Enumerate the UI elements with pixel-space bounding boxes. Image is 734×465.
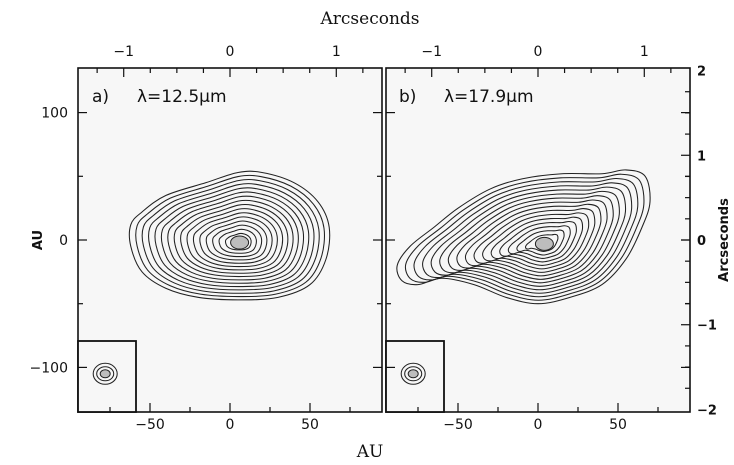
beam-contour (407, 369, 419, 379)
y2-tick-label: 1 (697, 149, 706, 164)
x2-tick-label: 0 (534, 44, 543, 60)
contour-level (160, 191, 305, 284)
contour-level (396, 169, 651, 305)
beam-contour (92, 362, 118, 385)
contour-level (192, 212, 278, 268)
top-axis-title: Arcseconds (319, 9, 419, 29)
contour-level (413, 177, 639, 298)
right-axis-title: Arcseconds (717, 198, 732, 282)
contour-level (447, 195, 614, 284)
contour-level (499, 220, 577, 263)
contour-level (516, 229, 565, 256)
panel-b-label: b) (399, 87, 416, 107)
contour-peak (534, 236, 554, 251)
contour-level (404, 173, 645, 301)
contour-level (218, 228, 257, 254)
panel-a-beam (92, 362, 118, 385)
contour-level (167, 195, 299, 281)
panel-b: b) λ=17.9μm (385, 67, 691, 413)
contour-level (148, 183, 315, 291)
bottom-axis-title: AU (356, 442, 384, 462)
left-axis-title: AU (31, 230, 46, 250)
x2-tick-label: 0 (226, 44, 235, 60)
y2-tick-label: 2 (697, 65, 706, 80)
y2-tick-label: 0 (697, 234, 706, 249)
y-tick-label: 0 (59, 233, 68, 249)
contour-level (135, 174, 325, 298)
contour-level (490, 216, 584, 266)
x-tick-label: 0 (534, 417, 543, 433)
beam-contour (400, 362, 426, 385)
beam-contour (99, 369, 111, 379)
contour-level (141, 178, 320, 294)
panel-a-wavelength: λ=12.5μm (137, 87, 227, 107)
x2-tick-label: −1 (421, 44, 442, 60)
contour-level (212, 224, 263, 258)
contour-level (154, 187, 310, 288)
contour-level (422, 182, 633, 294)
panel-a: a) λ=12.5μm (77, 67, 383, 413)
contour-level (205, 220, 268, 261)
y-tick-label: −100 (30, 360, 68, 376)
panel-a-label: a) (92, 87, 109, 107)
contour-level (199, 216, 273, 264)
panel-b-beam (400, 362, 426, 385)
panel-a-ticks (78, 68, 382, 412)
contour-level (473, 208, 596, 273)
beam-contour (96, 366, 115, 382)
x-tick-label: −50 (135, 417, 165, 433)
x2-tick-label: 1 (640, 44, 649, 60)
panel-b-wavelength: λ=17.9μm (444, 87, 534, 107)
contour-level (186, 207, 284, 271)
x2-tick-label: −1 (113, 44, 134, 60)
contour-level (128, 170, 331, 301)
x2-tick-label: 1 (332, 44, 341, 60)
x-tick-label: −50 (443, 417, 473, 433)
contour-level (524, 233, 559, 253)
panel-a-contours (128, 170, 331, 301)
tick-labels: −50 0 50 −1 0 1 −50 0 50 −1 0 1 −100 0 100 −2 −1 0 1 2 (30, 44, 717, 433)
contour-level (464, 203, 602, 277)
y2-tick-label: −1 (697, 319, 717, 334)
contour-level (507, 225, 571, 259)
contour-peak (230, 235, 250, 250)
panel-b-ticks (386, 68, 690, 412)
contour-level (482, 212, 590, 270)
contour-level (456, 199, 608, 280)
contour-level (430, 186, 627, 291)
contour-level (180, 203, 289, 274)
contour-level (173, 199, 294, 278)
contour-level (224, 232, 252, 251)
y2-tick-label: −2 (697, 403, 717, 418)
beam-contour (404, 366, 423, 382)
x-tick-label: 50 (609, 417, 627, 433)
y-tick-label: 100 (41, 106, 68, 122)
x-tick-label: 0 (226, 417, 235, 433)
panel-b-contours (396, 169, 651, 305)
contour-level (439, 190, 620, 287)
x-tick-label: 50 (301, 417, 319, 433)
